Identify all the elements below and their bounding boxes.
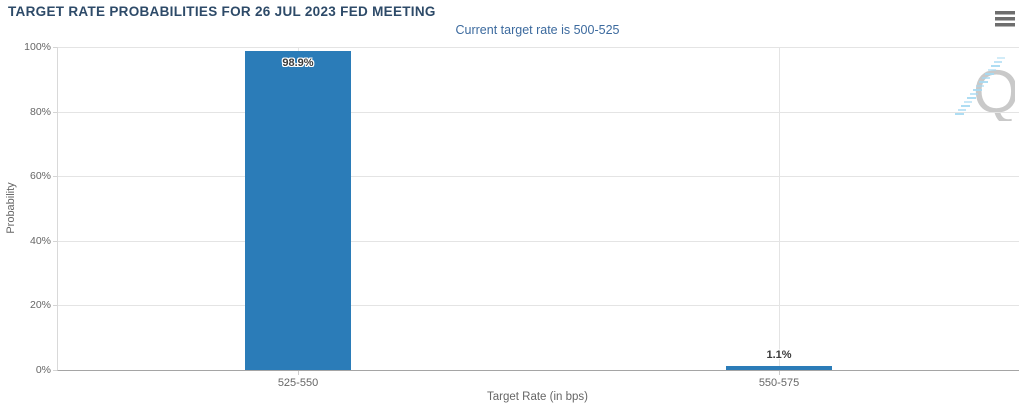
y-tick-label: 0%: [35, 364, 51, 376]
watermark-dashes: [955, 57, 1005, 115]
bar-value-label: 98.9%: [282, 57, 314, 69]
y-tick-mark: [53, 241, 57, 242]
y-axis-title: Probability: [5, 182, 17, 234]
y-tick-label: 100%: [24, 41, 51, 53]
y-tick-label: 80%: [29, 106, 51, 118]
y-tick-label: 40%: [29, 235, 51, 247]
x-gridline: [779, 47, 780, 370]
y-tick-label: 20%: [29, 299, 51, 311]
y-tick-mark: [53, 370, 57, 371]
y-tick-mark: [53, 305, 57, 306]
y-tick-mark: [53, 112, 57, 113]
bar-525-550[interactable]: [245, 51, 351, 370]
chart-title: TARGET RATE PROBABILITIES FOR 26 JUL 202…: [8, 4, 436, 19]
x-tick-label: 525-550: [277, 377, 319, 389]
x-tick-mark: [298, 371, 299, 375]
plot-area: Q 0% 20% 40% 60% 80% 100% 98.9% 525-550 1.1% 550-…: [24, 41, 1019, 389]
chart-subtitle: Current target rate is 500-525: [455, 23, 620, 37]
y-gridline: [58, 112, 1019, 113]
hamburger-menu-button[interactable]: [992, 8, 1018, 32]
x-axis-title: Target Rate (in bps): [487, 391, 588, 403]
y-tick-label: 60%: [29, 170, 51, 182]
x-tick-mark: [779, 371, 780, 375]
x-tick-label: 550-575: [758, 377, 800, 389]
y-tick-mark: [53, 176, 57, 177]
y-gridline: [58, 176, 1019, 177]
y-gridline: [58, 305, 1019, 306]
y-gridline: [58, 241, 1019, 242]
bar-550-575[interactable]: [726, 366, 832, 370]
y-tick-mark: [53, 47, 57, 48]
hamburger-menu-icon: [995, 11, 1015, 27]
bar-value-label: 1.1%: [766, 349, 792, 361]
y-gridline: [58, 47, 1019, 48]
